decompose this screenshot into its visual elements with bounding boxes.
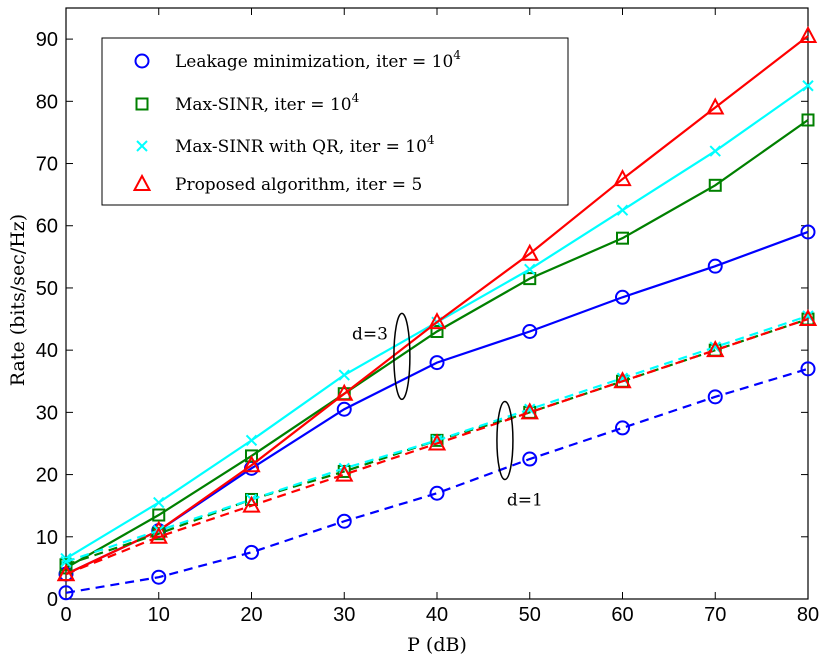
x-tick-label: 0	[60, 604, 71, 626]
series-3	[56, 25, 818, 582]
data-point	[430, 324, 444, 338]
legend-entry-max-sinr: Max-SINR, iter = 104	[175, 91, 360, 115]
axis-ticks: 0 10 20 30 40 50 60 70 80 0 10 20 30 40 50 60 70 80 90	[36, 8, 819, 626]
annotation-label-d3: d=3	[352, 324, 388, 344]
x-tick-label: 20	[240, 604, 262, 626]
series-line	[65, 314, 809, 563]
data-point	[149, 520, 168, 538]
data-point	[706, 340, 725, 358]
data-point	[615, 289, 630, 305]
data-point	[338, 369, 350, 381]
data-point	[427, 312, 447, 330]
data-point	[800, 224, 816, 240]
series-line	[65, 230, 809, 576]
data-point	[242, 455, 261, 473]
legend-marker-x	[136, 140, 148, 152]
x-tick-label: 40	[426, 604, 448, 626]
data-point	[429, 485, 445, 501]
y-axis-label: Rate (bits/sec/Hz)	[7, 214, 29, 386]
data-point	[708, 178, 722, 192]
data-point	[707, 389, 723, 405]
y-tick-label: 60	[36, 216, 58, 238]
legend-entry-leakage: Leakage minimization, iter = 104	[175, 48, 461, 72]
data-point	[522, 451, 538, 467]
legend: Leakage minimization, iter = 104 Max-SIN…	[101, 37, 569, 206]
data-point	[520, 402, 539, 420]
legend-entry-proposed: Proposed algorithm, iter = 5	[175, 175, 422, 195]
data-point	[616, 204, 629, 216]
y-tick-label: 0	[47, 589, 58, 611]
legend-entry-max-sinr-qr: Max-SINR with QR, iter = 104	[175, 133, 435, 157]
data-point	[800, 361, 816, 377]
data-point	[523, 272, 537, 286]
legend-box	[101, 37, 569, 206]
y-tick-label: 50	[36, 278, 58, 300]
data-point	[520, 243, 539, 261]
data-point	[153, 496, 165, 509]
annotation-label-d1: d=1	[507, 490, 543, 510]
data-point	[616, 231, 629, 245]
series-7	[56, 308, 818, 582]
x-tick-label: 70	[704, 604, 726, 626]
data-point	[56, 563, 76, 582]
x-axis-label: P (dB)	[407, 634, 467, 656]
y-tick-label: 80	[36, 91, 58, 113]
legend-markers	[132, 53, 152, 191]
series-line	[65, 318, 809, 576]
data-point	[522, 323, 538, 339]
data-point	[524, 263, 536, 275]
data-point	[613, 168, 632, 187]
series-4	[58, 361, 816, 601]
annotation-ellipse-d1	[496, 400, 514, 481]
x-tick-label: 30	[333, 604, 355, 626]
data-point	[801, 113, 815, 127]
annotation-layer: d=3 d=1	[352, 312, 543, 510]
data-point	[336, 513, 352, 529]
y-tick-label: 10	[36, 527, 58, 549]
series-line	[65, 35, 809, 576]
y-tick-label: 30	[36, 402, 58, 424]
data-point	[706, 97, 725, 115]
series-line	[65, 367, 809, 594]
legend-marker-triangle	[132, 173, 152, 191]
data-point	[244, 544, 259, 560]
data-point	[427, 433, 447, 451]
data-point	[151, 569, 167, 585]
data-point	[245, 449, 258, 463]
x-tick-label: 10	[148, 604, 170, 626]
data-point	[335, 383, 354, 401]
y-tick-label: 20	[36, 465, 58, 487]
data-point	[429, 355, 445, 371]
data-point	[149, 526, 168, 544]
y-tick-label: 90	[36, 29, 58, 51]
data-point	[707, 258, 723, 274]
x-tick-label: 60	[611, 604, 633, 626]
y-tick-label: 40	[36, 340, 58, 362]
data-point	[613, 371, 632, 389]
data-point	[242, 495, 261, 513]
data-point	[709, 145, 721, 157]
data-point	[615, 420, 630, 436]
legend-marker-circle	[134, 53, 150, 69]
x-tick-label: 80	[797, 604, 819, 626]
data-point	[245, 434, 258, 447]
y-tick-label: 70	[36, 154, 58, 176]
series-line	[65, 119, 809, 569]
annotation-ellipse-d3	[393, 312, 411, 401]
data-point	[59, 558, 73, 572]
data-point	[58, 585, 74, 601]
data-point	[798, 25, 818, 43]
x-tick-label: 50	[519, 604, 541, 626]
data-point	[336, 401, 352, 417]
series-layer	[56, 25, 818, 601]
data-point	[335, 464, 354, 482]
data-point	[798, 308, 818, 327]
legend-marker-square	[135, 97, 149, 111]
data-point	[60, 555, 72, 568]
data-point	[802, 80, 814, 92]
